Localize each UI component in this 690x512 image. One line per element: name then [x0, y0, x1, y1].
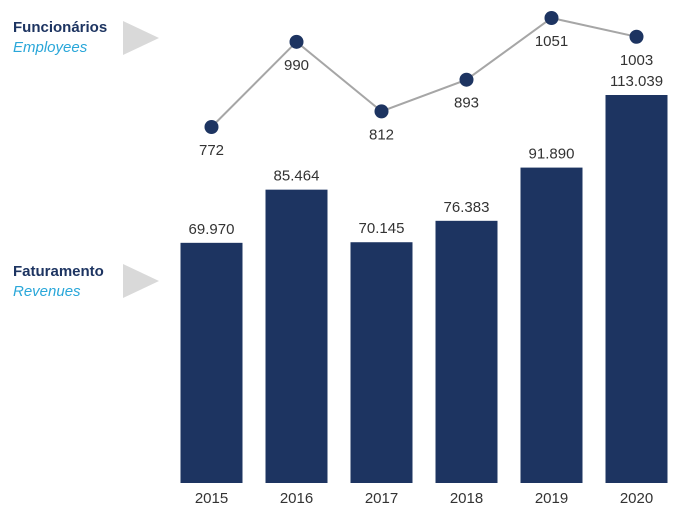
- employees-point-2018: [459, 72, 474, 87]
- legend-revenues-arrow-icon: [123, 264, 159, 298]
- employees-value-label-2015: 772: [199, 142, 224, 159]
- legend-revenues-subtitle: Revenues: [13, 283, 81, 300]
- legend-employees-arrow-icon: [123, 21, 159, 55]
- legend-revenues-title: Faturamento: [13, 263, 104, 280]
- bar-value-label-2020: 113.039: [610, 73, 663, 90]
- x-tick-label-2018: 2018: [450, 490, 483, 507]
- bar-2019: [520, 167, 583, 483]
- employees-point-2019: [544, 11, 559, 25]
- bar-value-label-2015: 69.970: [189, 221, 235, 238]
- employees-point-2015: [204, 120, 219, 134]
- bar-2015: [180, 242, 243, 483]
- employees-value-label-2019: 1051: [535, 33, 568, 50]
- bar-2020: [605, 95, 668, 483]
- employees-point-2020: [629, 29, 644, 44]
- x-tick-label-2015: 2015: [195, 490, 228, 507]
- bar-2017: [350, 242, 413, 483]
- legend-revenues: Faturamento Revenues: [13, 262, 104, 302]
- bar-value-label-2018: 76.383: [444, 199, 490, 216]
- bar-2016: [265, 189, 328, 483]
- legend-employees-title: Funcionários: [13, 19, 108, 36]
- legend-employees-subtitle: Employees: [13, 39, 88, 56]
- x-tick-label-2019: 2019: [535, 490, 568, 507]
- employees-value-label-2016: 990: [284, 57, 309, 74]
- x-tick-label-2016: 2016: [280, 490, 313, 507]
- employees-value-label-2017: 812: [369, 126, 394, 143]
- legend-employees: Funcionários Employees: [13, 18, 107, 58]
- x-tick-label-2017: 2017: [365, 490, 398, 507]
- x-tick-label-2020: 2020: [620, 490, 653, 507]
- bar-2018: [435, 220, 498, 484]
- employees-value-label-2018: 893: [454, 95, 479, 112]
- employees-value-label-2020: 1003: [620, 52, 653, 69]
- employees-point-2017: [374, 104, 389, 119]
- employees-point-2016: [289, 34, 304, 49]
- bar-value-label-2017: 70.145: [359, 220, 405, 237]
- employees-line: [210, 16, 637, 128]
- bar-value-label-2016: 85.464: [274, 168, 320, 185]
- bar-value-label-2019: 91.890: [529, 146, 575, 163]
